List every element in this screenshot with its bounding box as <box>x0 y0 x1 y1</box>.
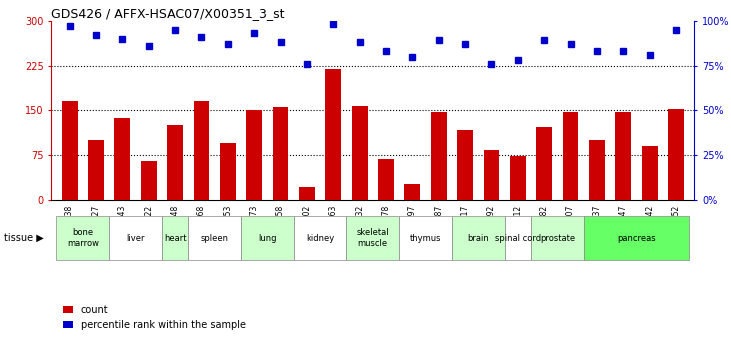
Bar <box>537 127 552 200</box>
Bar <box>457 129 473 200</box>
Bar <box>115 118 130 200</box>
Bar <box>189 216 241 260</box>
Text: pancreas: pancreas <box>617 234 656 243</box>
Bar <box>404 184 420 200</box>
Bar <box>141 161 156 200</box>
Text: bone
marrow: bone marrow <box>67 228 99 248</box>
Bar <box>531 216 584 260</box>
Text: tissue ▶: tissue ▶ <box>4 233 43 243</box>
Bar <box>246 110 262 200</box>
Bar <box>299 187 315 200</box>
Bar <box>194 101 209 200</box>
Text: prostate: prostate <box>539 234 575 243</box>
Text: spinal cord: spinal cord <box>495 234 541 243</box>
Bar <box>346 216 399 260</box>
Bar <box>352 106 368 200</box>
Bar <box>109 216 162 260</box>
Bar <box>378 159 394 200</box>
Bar <box>510 156 526 200</box>
Bar <box>88 140 104 200</box>
Bar <box>294 216 346 260</box>
Bar <box>563 111 578 200</box>
Text: thymus: thymus <box>410 234 442 243</box>
Bar <box>452 216 504 260</box>
Text: kidney: kidney <box>306 234 334 243</box>
Bar <box>589 140 605 200</box>
Bar <box>399 216 452 260</box>
Bar <box>61 101 77 200</box>
Bar <box>668 109 684 200</box>
Bar <box>56 216 109 260</box>
Bar <box>431 112 447 200</box>
Text: skeletal
muscle: skeletal muscle <box>357 228 389 248</box>
Bar <box>584 216 689 260</box>
Bar <box>504 216 531 260</box>
Bar <box>483 150 499 200</box>
Text: liver: liver <box>126 234 145 243</box>
Bar <box>273 107 289 200</box>
Text: brain: brain <box>467 234 489 243</box>
Text: GDS426 / AFFX-HSAC07/X00351_3_st: GDS426 / AFFX-HSAC07/X00351_3_st <box>51 7 284 20</box>
Bar <box>167 125 183 200</box>
Bar <box>162 216 189 260</box>
Text: spleen: spleen <box>200 234 229 243</box>
Bar <box>241 216 294 260</box>
Text: lung: lung <box>258 234 276 243</box>
Bar <box>220 143 235 200</box>
Legend: count, percentile rank within the sample: count, percentile rank within the sample <box>64 305 246 330</box>
Bar <box>325 69 341 200</box>
Bar <box>642 146 658 200</box>
Text: heart: heart <box>164 234 186 243</box>
Bar <box>616 111 631 200</box>
